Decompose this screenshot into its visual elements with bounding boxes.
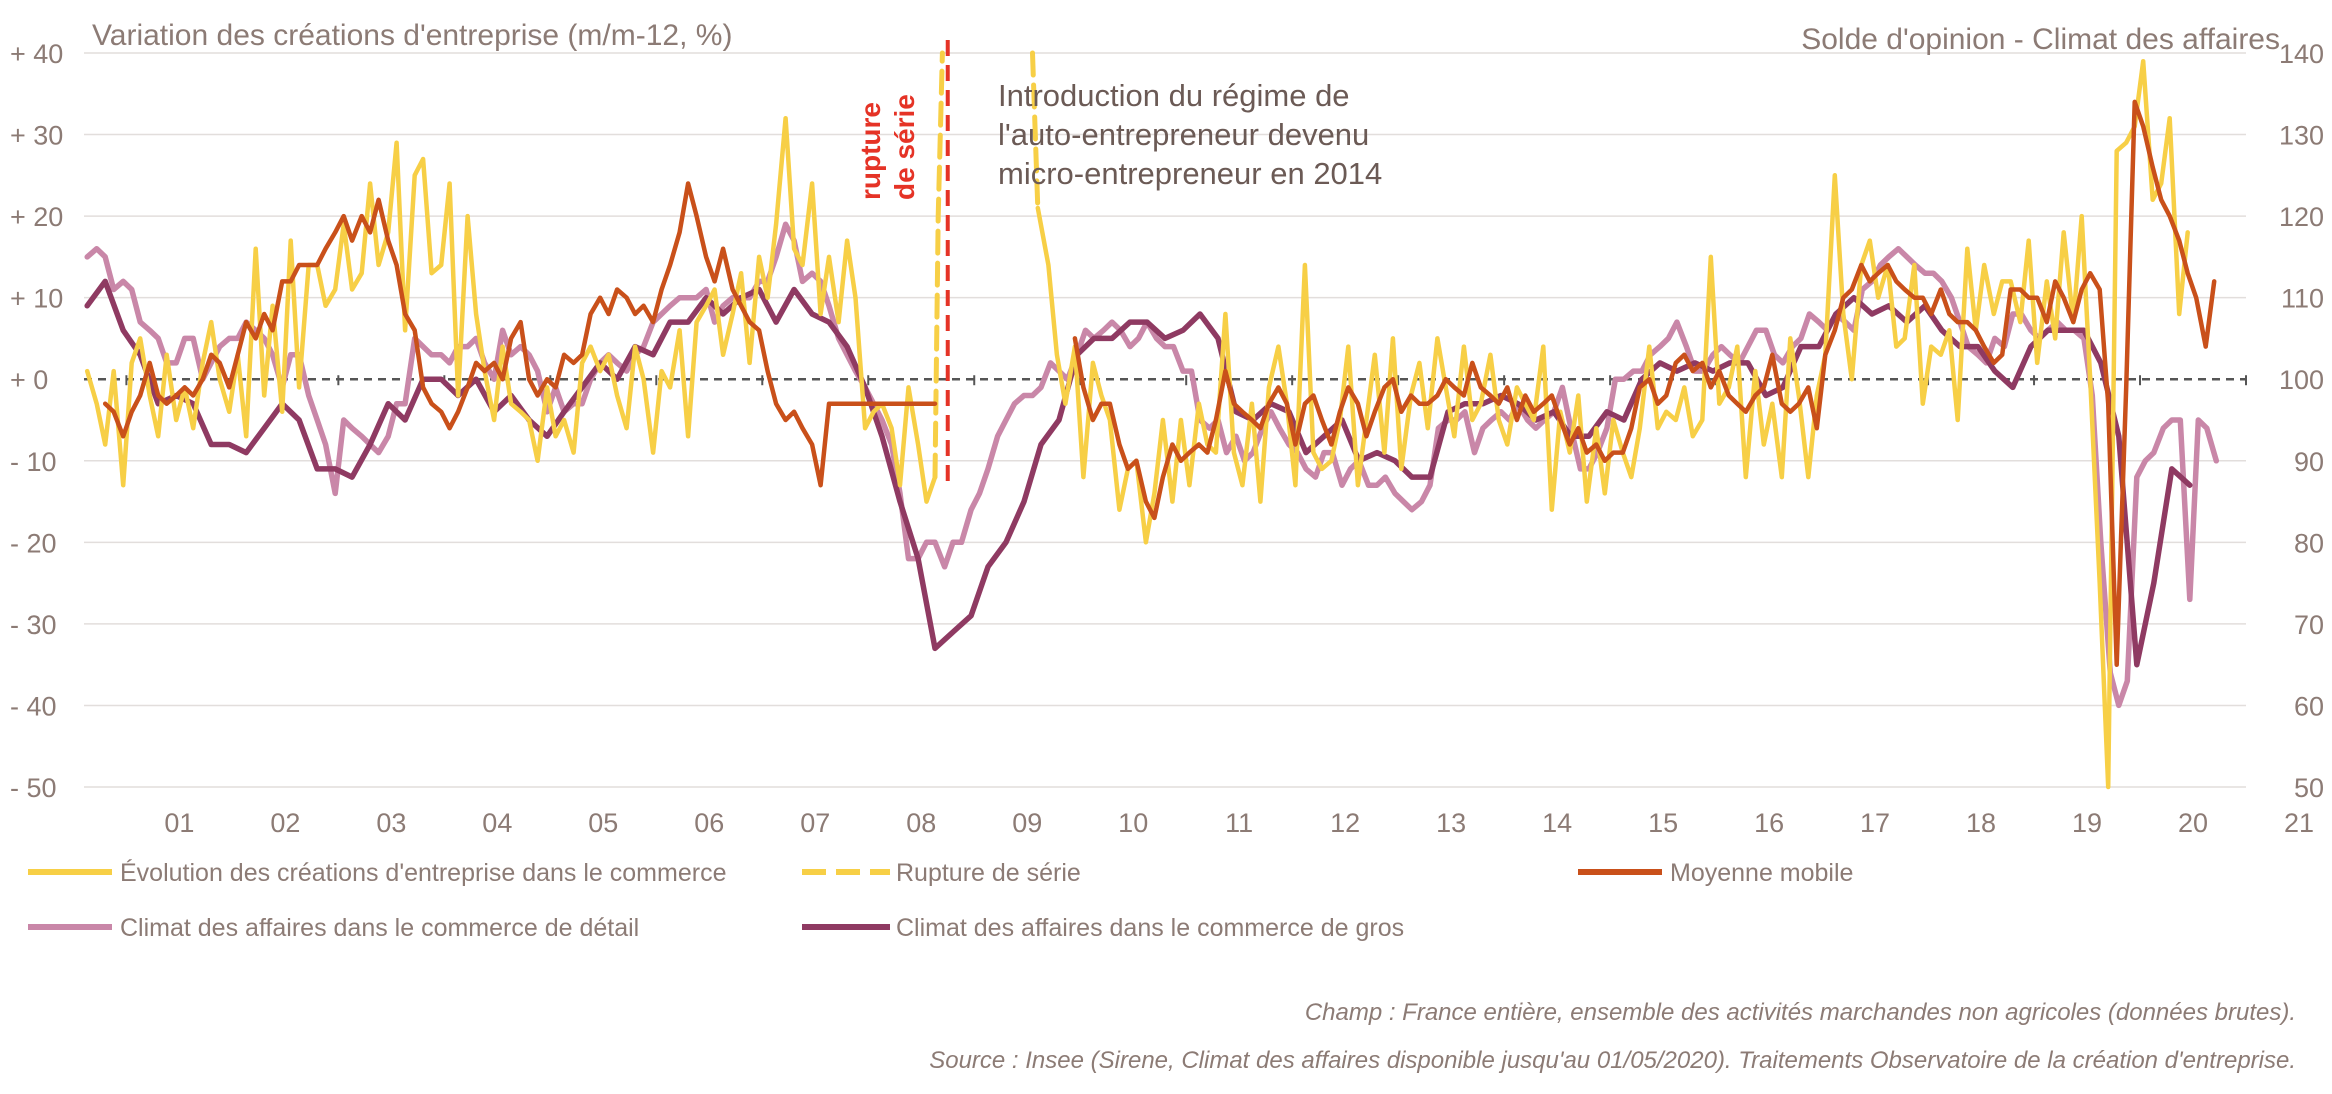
note-source: Source : Insee (Sirene, Climat des affai… bbox=[929, 1047, 2296, 1074]
rupture-label-line2: de série bbox=[889, 94, 920, 200]
legend-label-rupture: Rupture de série bbox=[896, 859, 1081, 887]
series-line-climat-des-affaires-dans-le-commerce-de-detail bbox=[84, 221, 2220, 709]
x-tick-label: 17 bbox=[1860, 808, 1890, 838]
left-axis-title: Variation des créations d'entreprise (m/… bbox=[92, 19, 732, 52]
x-axis: 01 02 03 04 05 06 07 08 09 10 11 12 13 14 15 16 17 18 19 20… bbox=[125, 375, 2314, 838]
x-tick-label: 08 bbox=[906, 808, 936, 838]
x-tick-label: 15 bbox=[1648, 808, 1678, 838]
legend: Évolution des créations d'entreprise dan… bbox=[28, 858, 1853, 942]
right-tick-label: 60 bbox=[2294, 691, 2324, 721]
rupture-label-line1: rupture bbox=[855, 102, 886, 200]
left-tick-label: + 0 bbox=[10, 365, 48, 395]
x-tick-label: 09 bbox=[1012, 808, 1042, 838]
note-champ: Champ : France entière, ensemble des act… bbox=[1305, 999, 2296, 1026]
right-tick-label: 100 bbox=[2279, 365, 2324, 395]
legend-label-moyenne: Moyenne mobile bbox=[1670, 859, 1853, 887]
right-tick-label: 80 bbox=[2294, 528, 2324, 558]
right-tick-label: 120 bbox=[2279, 202, 2324, 232]
series-line-evolution-des-creations-d-entreprise-dans-le-commerce bbox=[84, 115, 938, 504]
legend-label-creations: Évolution des créations d'entreprise dan… bbox=[120, 858, 726, 887]
right-tick-label: 50 bbox=[2294, 773, 2324, 803]
x-tick-label: 14 bbox=[1542, 808, 1572, 838]
left-tick-label: - 50 bbox=[10, 773, 57, 803]
annotation-line3: micro-entrepreneur en 2014 bbox=[998, 156, 1382, 191]
rupture-label: rupture de série bbox=[855, 94, 920, 200]
right-tick-label: 110 bbox=[2281, 284, 2324, 314]
x-tick-label: 16 bbox=[1754, 808, 1784, 838]
series-line-rupture-de-serie bbox=[932, 50, 945, 480]
legend-label-detail: Climat des affaires dans le commerce de … bbox=[120, 914, 639, 942]
series-line-moyenne-mobile bbox=[1072, 99, 2217, 667]
x-tick-label: 06 bbox=[694, 808, 724, 838]
annotation-line1: Introduction du régime de bbox=[998, 78, 1350, 113]
series-line-evolution-des-creations-d-entreprise-dans-le-commerce bbox=[1035, 58, 2190, 790]
x-tick-label: 13 bbox=[1436, 808, 1466, 838]
x-tick-label: 01 bbox=[164, 808, 194, 838]
left-axis: + 40 + 30 + 20 + 10 + 0 - 10 - 20 - 30 - 40 - 50 bbox=[10, 39, 63, 803]
x-tick-label: 21 bbox=[2284, 808, 2314, 838]
left-tick-label: + 10 bbox=[10, 284, 63, 314]
legend-label-gros: Climat des affaires dans le commerce de … bbox=[896, 914, 1404, 942]
x-tick-label: 19 bbox=[2072, 808, 2102, 838]
x-tick-label: 04 bbox=[482, 808, 512, 838]
right-axis-title: Solde d'opinion - Climat des affaires bbox=[1801, 23, 2280, 56]
right-tick-label: 140 bbox=[2279, 39, 2324, 69]
x-tick-label: 11 bbox=[1225, 808, 1253, 838]
series-layer bbox=[84, 50, 2220, 790]
x-tick-label: 07 bbox=[800, 808, 830, 838]
series-line-rupture-de-serie bbox=[1030, 50, 1041, 211]
left-tick-label: - 30 bbox=[10, 610, 57, 640]
x-tick-label: 12 bbox=[1330, 808, 1360, 838]
x-tick-label: 18 bbox=[1966, 808, 1996, 838]
right-axis: 140 130 120 110 100 90 80 70 60 50 bbox=[2279, 39, 2324, 803]
left-tick-label: + 30 bbox=[10, 121, 63, 151]
x-tick-label: 02 bbox=[270, 808, 300, 838]
annotation-line2: l'auto-entrepreneur devenu bbox=[998, 117, 1369, 152]
left-tick-label: - 20 bbox=[10, 528, 57, 558]
right-tick-label: 90 bbox=[2294, 447, 2324, 477]
x-tick-label: 10 bbox=[1118, 808, 1148, 838]
left-tick-label: - 40 bbox=[10, 691, 57, 721]
left-tick-label: + 20 bbox=[10, 202, 63, 232]
x-tick-label: 03 bbox=[376, 808, 406, 838]
left-tick-label: + 40 bbox=[10, 39, 63, 69]
x-tick-label: 20 bbox=[2178, 808, 2208, 838]
left-tick-label: - 10 bbox=[10, 447, 57, 477]
right-tick-label: 70 bbox=[2294, 610, 2324, 640]
right-tick-label: 130 bbox=[2279, 121, 2324, 151]
x-tick-label: 05 bbox=[588, 808, 618, 838]
series-line-moyenne-mobile bbox=[102, 181, 938, 488]
